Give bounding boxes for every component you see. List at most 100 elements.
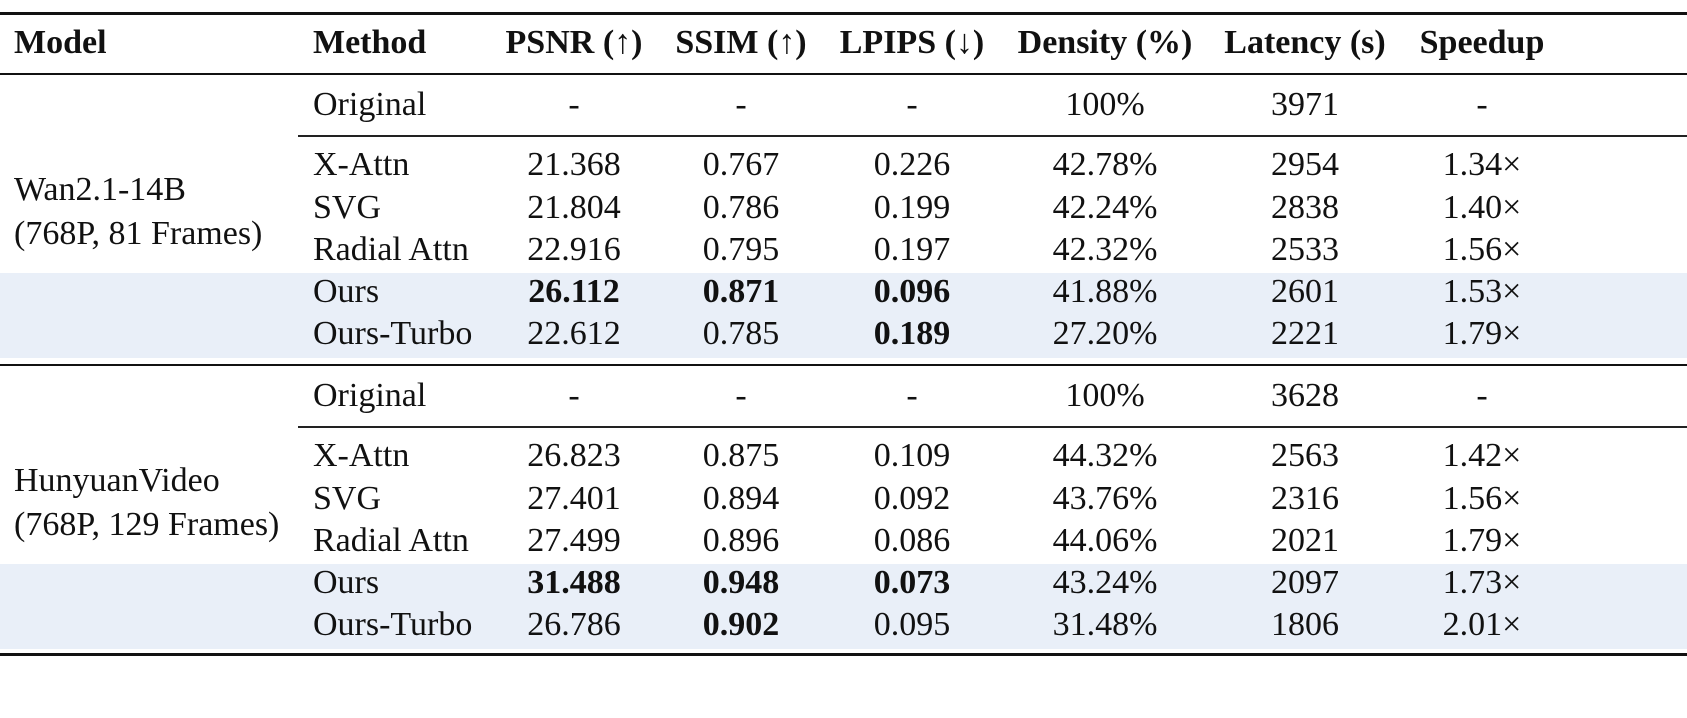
psnr-cell: 31.488 (527, 564, 621, 601)
header-lpips: LPIPS (↓) (839, 24, 985, 61)
header-speedup: Speedup (1419, 24, 1545, 61)
header-rule (0, 73, 1687, 75)
density-cell: 100% (1065, 377, 1145, 414)
speedup-cell: 1.56× (1442, 231, 1522, 268)
method-cell: Ours-Turbo (313, 315, 473, 352)
latency-cell: 3628 (1271, 377, 1339, 414)
speedup-cell: 1.79× (1442, 522, 1522, 559)
density-cell: 44.32% (1052, 437, 1158, 474)
latency-cell: 2097 (1271, 564, 1339, 601)
speedup-cell: 1.34× (1442, 146, 1522, 183)
latency-cell: 2221 (1271, 315, 1339, 352)
speedup-cell: 1.42× (1442, 437, 1522, 474)
psnr-cell: 27.499 (527, 522, 621, 559)
latency-cell: 1806 (1271, 606, 1339, 643)
psnr-cell: 21.804 (527, 189, 621, 226)
density-cell: 44.06% (1052, 522, 1158, 559)
ssim-cell: - (735, 377, 747, 414)
ssim-cell: 0.948 (702, 564, 780, 601)
psnr-cell: - (568, 377, 580, 414)
lpips-cell: 0.073 (873, 564, 951, 601)
speedup-cell: 1.73× (1442, 564, 1522, 601)
density-cell: 41.88% (1052, 273, 1158, 310)
method-cell: Radial Attn (313, 522, 469, 559)
method-cell: Ours-Turbo (313, 606, 473, 643)
speedup-cell: - (1476, 377, 1488, 414)
latency-cell: 2838 (1271, 189, 1339, 226)
psnr-cell: 21.368 (527, 146, 621, 183)
density-cell: 31.48% (1052, 606, 1158, 643)
latency-cell: 2316 (1271, 480, 1339, 517)
ssim-cell: 0.795 (702, 231, 780, 268)
psnr-cell: 26.112 (528, 273, 620, 310)
psnr-cell: 27.401 (527, 480, 621, 517)
lpips-cell: 0.092 (873, 480, 951, 517)
lpips-cell: 0.199 (873, 189, 951, 226)
lpips-cell: 0.095 (873, 606, 951, 643)
method-cell: Original (313, 86, 427, 123)
ssim-cell: 0.767 (702, 146, 780, 183)
group2-original-rule (298, 426, 1687, 428)
group1-original-rule (298, 135, 1687, 137)
latency-cell: 2954 (1271, 146, 1339, 183)
density-cell: 27.20% (1052, 315, 1158, 352)
method-cell: SVG (313, 480, 382, 517)
lpips-cell: 0.109 (873, 437, 951, 474)
speedup-cell: 2.01× (1442, 606, 1522, 643)
speedup-cell: 1.40× (1442, 189, 1522, 226)
ssim-cell: 0.785 (702, 315, 780, 352)
top-rule (0, 12, 1687, 15)
bottom-rule (0, 653, 1687, 656)
header-latency: Latency (s) (1224, 24, 1386, 61)
psnr-cell: 22.916 (527, 231, 621, 268)
ssim-cell: 0.902 (702, 606, 780, 643)
psnr-cell: 26.823 (527, 437, 621, 474)
density-cell: 43.76% (1052, 480, 1158, 517)
lpips-cell: - (906, 86, 918, 123)
ssim-cell: 0.786 (702, 189, 780, 226)
lpips-cell: 0.197 (873, 231, 951, 268)
model-config: (768P, 129 Frames) (14, 506, 280, 543)
method-cell: X-Attn (313, 437, 410, 474)
density-cell: 42.24% (1052, 189, 1158, 226)
model-label-group1: Wan2.1-14B (768P, 81 Frames) (14, 168, 262, 256)
method-cell: Radial Attn (313, 231, 469, 268)
latency-cell: 3971 (1271, 86, 1339, 123)
lpips-cell: 0.086 (873, 522, 951, 559)
speedup-cell: 1.56× (1442, 480, 1522, 517)
group-separator-rule (0, 364, 1687, 366)
ssim-cell: 0.871 (702, 273, 780, 310)
lpips-cell: 0.189 (873, 315, 951, 352)
lpips-cell: 0.226 (873, 146, 951, 183)
group1-highlight-band (0, 273, 1687, 358)
latency-cell: 2601 (1271, 273, 1339, 310)
latency-cell: 2563 (1271, 437, 1339, 474)
latency-cell: 2533 (1271, 231, 1339, 268)
header-density: Density (%) (1017, 24, 1193, 61)
density-cell: 100% (1065, 86, 1145, 123)
ssim-cell: 0.875 (702, 437, 780, 474)
header-ssim: SSIM (↑) (675, 24, 807, 61)
header-method: Method (313, 24, 427, 61)
method-cell: SVG (313, 189, 382, 226)
model-name: HunyuanVideo (14, 462, 220, 499)
density-cell: 43.24% (1052, 564, 1158, 601)
method-cell: Ours (313, 273, 380, 310)
header-model: Model (14, 24, 107, 61)
method-cell: Ours (313, 564, 380, 601)
ssim-cell: 0.894 (702, 480, 780, 517)
latency-cell: 2021 (1271, 522, 1339, 559)
ssim-cell: - (735, 86, 747, 123)
lpips-cell: - (906, 377, 918, 414)
method-cell: Original (313, 377, 427, 414)
model-name: Wan2.1-14B (14, 171, 186, 208)
density-cell: 42.78% (1052, 146, 1158, 183)
header-psnr: PSNR (↑) (505, 24, 643, 61)
lpips-cell: 0.096 (873, 273, 951, 310)
speedup-cell: 1.53× (1442, 273, 1522, 310)
method-cell: X-Attn (313, 146, 410, 183)
psnr-cell: 26.786 (527, 606, 621, 643)
ssim-cell: 0.896 (702, 522, 780, 559)
speedup-cell: - (1476, 86, 1488, 123)
speedup-cell: 1.79× (1442, 315, 1522, 352)
